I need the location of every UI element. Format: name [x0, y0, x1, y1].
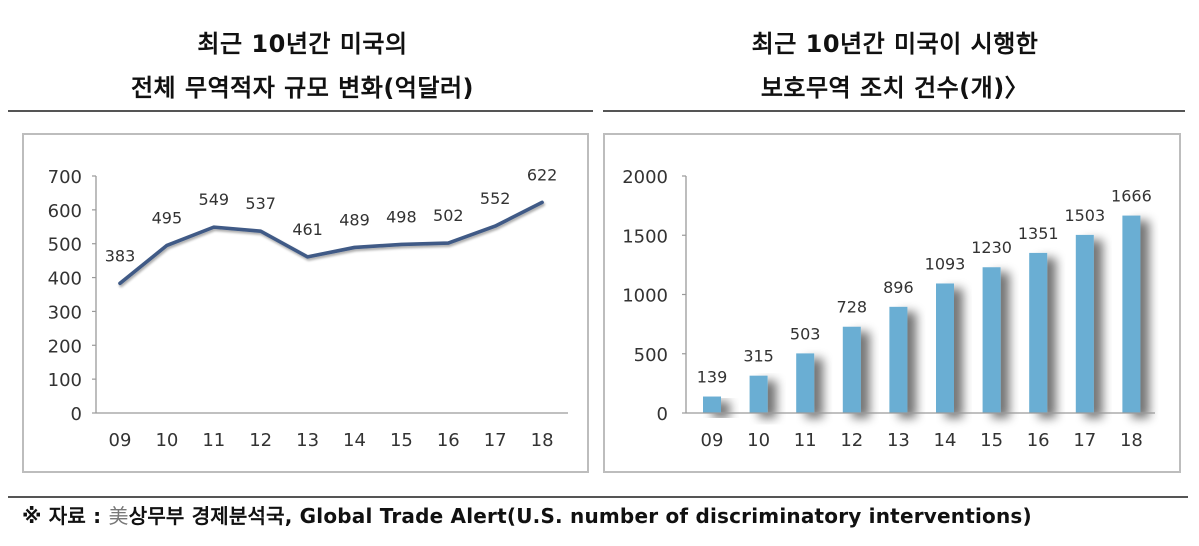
data-label: 498 — [386, 207, 417, 226]
data-label: 1503 — [1064, 206, 1105, 225]
source-us-char: 美 — [108, 504, 129, 528]
x-tick-label: 14 — [343, 430, 366, 451]
x-tick-label: 12 — [840, 430, 863, 451]
right-chart-title: 최근 10년간 미국이 시행한 보호무역 조치 건수(개)〉 — [600, 22, 1190, 110]
title-divider-left — [8, 110, 593, 112]
x-tick-label: 10 — [155, 430, 178, 451]
x-tick-label: 17 — [484, 430, 507, 451]
data-label: 552 — [480, 189, 511, 208]
source-prefix: ※ 자료 : — [22, 504, 109, 528]
data-label: 896 — [883, 278, 914, 297]
data-label: 1230 — [971, 238, 1012, 257]
bar — [982, 267, 1001, 413]
y-tick-label: 0 — [71, 404, 82, 425]
data-label: 728 — [837, 298, 868, 317]
data-label: 537 — [245, 194, 276, 213]
right-title-line1: 최근 10년간 미국이 시행한 — [751, 30, 1039, 58]
bar-chart-panel: 0 500 1000 1500 2000 139 315 503 728 896 1093 1230 1… — [603, 133, 1181, 473]
y-tick-label: 200 — [48, 336, 82, 357]
data-label: 503 — [790, 324, 821, 343]
y-tick-label: 1000 — [622, 286, 668, 307]
data-label: 502 — [433, 206, 464, 225]
y-tick-label: 100 — [48, 370, 82, 391]
data-label: 549 — [199, 190, 230, 209]
x-tick-label: 16 — [1027, 430, 1050, 451]
x-tick-label: 15 — [390, 430, 413, 451]
x-tick-label: 16 — [437, 430, 460, 451]
x-tick-label: 12 — [249, 430, 272, 451]
x-tick-label: 13 — [887, 430, 910, 451]
y-tick-label: 400 — [48, 269, 82, 290]
line-chart-panel: 0 100 200 300 400 500 600 700 09 10 11 12 13 14 15 16 17… — [22, 133, 589, 473]
y-tick-label: 2000 — [622, 167, 668, 188]
y-tick-label: 500 — [48, 235, 82, 256]
line-chart: 0 100 200 300 400 500 600 700 09 10 11 12 13 14 15 16 17… — [48, 165, 568, 451]
x-tick-label: 17 — [1073, 430, 1096, 451]
x-tick-label: 15 — [980, 430, 1003, 451]
left-chart-title: 최근 10년간 미국의 전체 무역적자 규모 변화(억달러) — [10, 22, 595, 110]
data-label: 1093 — [925, 254, 966, 273]
y-tick-label: 500 — [634, 345, 668, 366]
source-text: 상무부 경제분석국, Global Trade Alert(U.S. numbe… — [128, 504, 1032, 528]
data-label: 1666 — [1111, 187, 1152, 206]
bar — [1122, 215, 1141, 413]
y-tick-label: 300 — [48, 302, 82, 323]
y-tick-label: 700 — [48, 167, 82, 188]
bar — [842, 326, 861, 413]
data-label: 1351 — [1018, 224, 1059, 243]
x-tick-label: 09 — [701, 430, 724, 451]
bar — [749, 375, 768, 413]
x-tick-label: 09 — [109, 430, 132, 451]
x-tick-label: 18 — [531, 430, 554, 451]
x-tick-label: 18 — [1120, 430, 1143, 451]
trade-deficit-line — [118, 200, 544, 286]
data-label: 461 — [292, 220, 323, 239]
x-tick-label: 11 — [794, 430, 817, 451]
bar — [889, 306, 908, 413]
data-label: 315 — [743, 347, 774, 366]
source-divider — [8, 496, 1188, 498]
left-title-line2: 전체 무역적자 규모 변화(억달러) — [130, 74, 475, 102]
source-note: ※ 자료 : 美상무부 경제분석국, Global Trade Alert(U.… — [22, 500, 1032, 529]
data-label: 383 — [105, 246, 136, 265]
left-title-line1: 최근 10년간 미국의 — [197, 30, 408, 58]
bar — [936, 283, 954, 413]
bar-chart: 0 500 1000 1500 2000 139 315 503 728 896 1093 1230 1… — [622, 167, 1155, 451]
data-label: 622 — [527, 165, 558, 184]
data-label: 489 — [339, 210, 370, 229]
data-label: 495 — [152, 208, 183, 227]
x-tick-label: 10 — [747, 430, 770, 451]
right-title-line2: 보호무역 조치 건수(개)〉 — [760, 74, 1030, 102]
bar — [796, 353, 815, 413]
data-label: 139 — [697, 368, 728, 387]
y-tick-label: 0 — [657, 404, 668, 425]
title-divider-right — [603, 110, 1185, 112]
y-tick-label: 1500 — [622, 226, 668, 247]
bar — [703, 396, 721, 413]
bar — [1029, 252, 1048, 413]
x-tick-label: 11 — [202, 430, 225, 451]
y-tick-label: 600 — [48, 201, 82, 222]
bar — [1075, 234, 1094, 413]
x-tick-label: 14 — [934, 430, 957, 451]
x-tick-label: 13 — [296, 430, 319, 451]
